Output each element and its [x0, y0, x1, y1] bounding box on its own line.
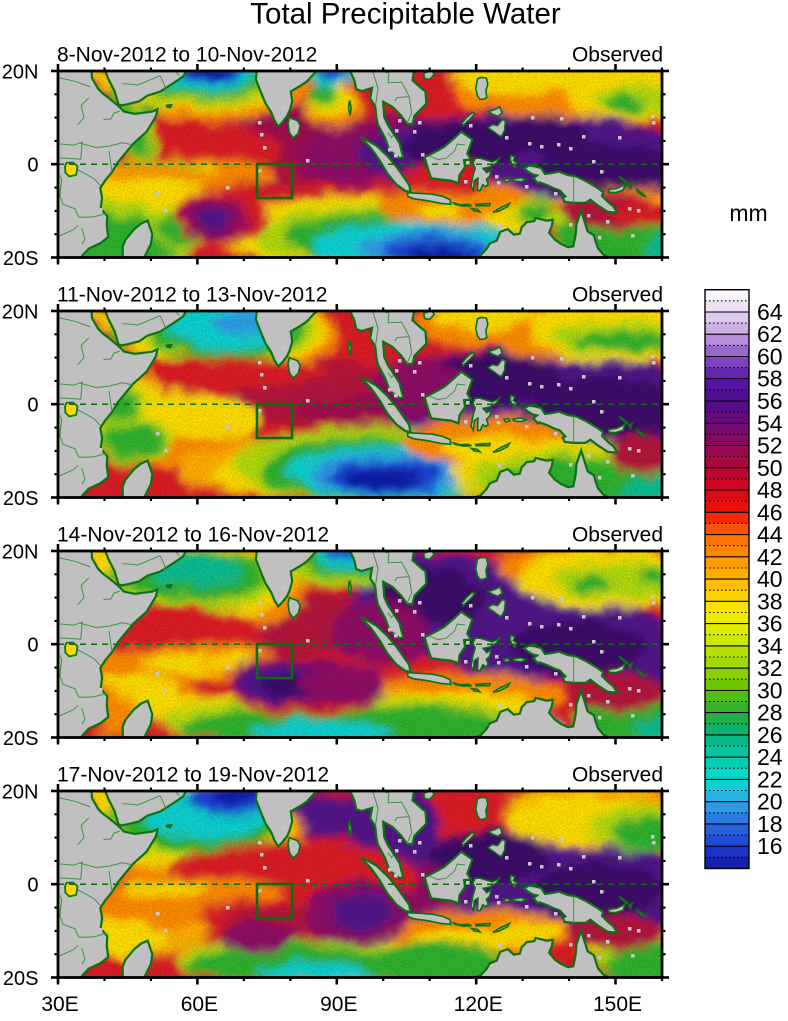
- svg-text:0: 0: [27, 875, 38, 897]
- svg-text:42: 42: [757, 544, 783, 570]
- svg-text:11-Nov-2012 to 13-Nov-2012: 11-Nov-2012 to 13-Nov-2012: [57, 284, 327, 307]
- svg-text:150E: 150E: [593, 993, 642, 1016]
- svg-text:30: 30: [757, 677, 783, 703]
- svg-text:28: 28: [757, 700, 783, 726]
- svg-text:48: 48: [757, 477, 783, 503]
- svg-text:Observed: Observed: [572, 44, 663, 67]
- svg-text:24: 24: [757, 744, 783, 770]
- svg-text:Total Precipitable Water: Total Precipitable Water: [250, 0, 561, 31]
- svg-text:Observed: Observed: [572, 764, 663, 787]
- svg-text:20S: 20S: [3, 968, 39, 990]
- svg-text:36: 36: [757, 611, 783, 637]
- svg-text:20S: 20S: [3, 488, 39, 510]
- svg-text:40: 40: [757, 566, 783, 592]
- svg-text:50: 50: [757, 455, 783, 481]
- svg-text:52: 52: [757, 433, 783, 459]
- svg-text:62: 62: [757, 321, 783, 347]
- svg-text:64: 64: [757, 299, 783, 325]
- svg-text:Observed: Observed: [572, 284, 663, 307]
- svg-text:58: 58: [757, 366, 783, 392]
- svg-text:0: 0: [27, 635, 38, 657]
- svg-text:30E: 30E: [41, 993, 78, 1016]
- svg-text:18: 18: [757, 811, 783, 837]
- svg-text:90E: 90E: [320, 993, 357, 1016]
- svg-text:34: 34: [757, 633, 783, 659]
- svg-text:8-Nov-2012 to 10-Nov-2012: 8-Nov-2012 to 10-Nov-2012: [57, 44, 317, 67]
- svg-text:60: 60: [757, 344, 783, 370]
- svg-text:16: 16: [757, 833, 783, 859]
- svg-text:Observed: Observed: [572, 524, 663, 547]
- svg-text:0: 0: [27, 155, 38, 177]
- svg-text:20S: 20S: [3, 728, 39, 750]
- svg-text:120E: 120E: [454, 993, 503, 1016]
- svg-text:0: 0: [27, 395, 38, 417]
- svg-text:44: 44: [757, 522, 783, 548]
- svg-text:60E: 60E: [181, 993, 218, 1016]
- svg-text:20: 20: [757, 789, 783, 815]
- svg-text:mm: mm: [729, 200, 767, 226]
- svg-text:14-Nov-2012 to 16-Nov-2012: 14-Nov-2012 to 16-Nov-2012: [57, 524, 329, 547]
- svg-text:56: 56: [757, 388, 783, 414]
- svg-text:54: 54: [757, 410, 783, 436]
- svg-text:46: 46: [757, 499, 783, 525]
- svg-text:20N: 20N: [2, 61, 39, 83]
- svg-text:32: 32: [757, 655, 783, 681]
- svg-text:17-Nov-2012 to 19-Nov-2012: 17-Nov-2012 to 19-Nov-2012: [57, 764, 329, 787]
- svg-text:20S: 20S: [3, 248, 39, 270]
- svg-text:20N: 20N: [2, 301, 39, 323]
- svg-text:26: 26: [757, 722, 783, 748]
- svg-text:20N: 20N: [2, 781, 39, 803]
- svg-text:22: 22: [757, 766, 783, 792]
- svg-text:38: 38: [757, 588, 783, 614]
- svg-text:20N: 20N: [2, 541, 39, 563]
